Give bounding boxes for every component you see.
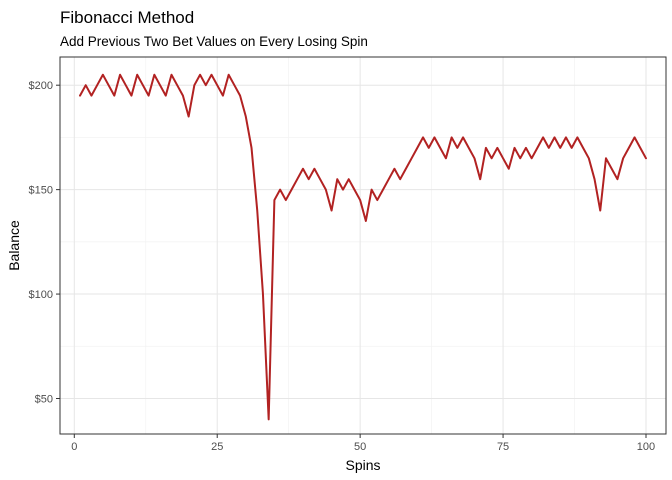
x-tick-label: 0 <box>71 441 77 453</box>
grid-minor <box>60 57 666 434</box>
panel-border <box>59 56 667 435</box>
y-tick-label: $200 <box>29 80 53 92</box>
x-tick-label: 75 <box>497 441 509 453</box>
x-tick-label: 25 <box>211 441 223 453</box>
y-tick-label: $150 <box>29 185 53 197</box>
y-axis-title: Balance <box>6 220 22 271</box>
y-tick-label: $100 <box>29 289 53 301</box>
y-tick-labels: $50 $100 $150 $200 <box>29 80 53 405</box>
chart-subtitle: Add Previous Two Bet Values on Every Los… <box>60 34 368 49</box>
y-tick-label: $50 <box>35 393 53 405</box>
x-tick-labels: 0 25 50 75 100 <box>71 441 655 453</box>
balance-line <box>79 73 647 421</box>
x-axis-title: Spins <box>345 457 380 473</box>
grid-major <box>60 57 666 434</box>
x-tick-label: 50 <box>354 441 366 453</box>
x-tick-label: 100 <box>637 441 655 453</box>
chart-title: Fibonacci Method <box>60 8 194 27</box>
series-layer <box>79 73 647 421</box>
axis-ticks <box>56 84 647 438</box>
